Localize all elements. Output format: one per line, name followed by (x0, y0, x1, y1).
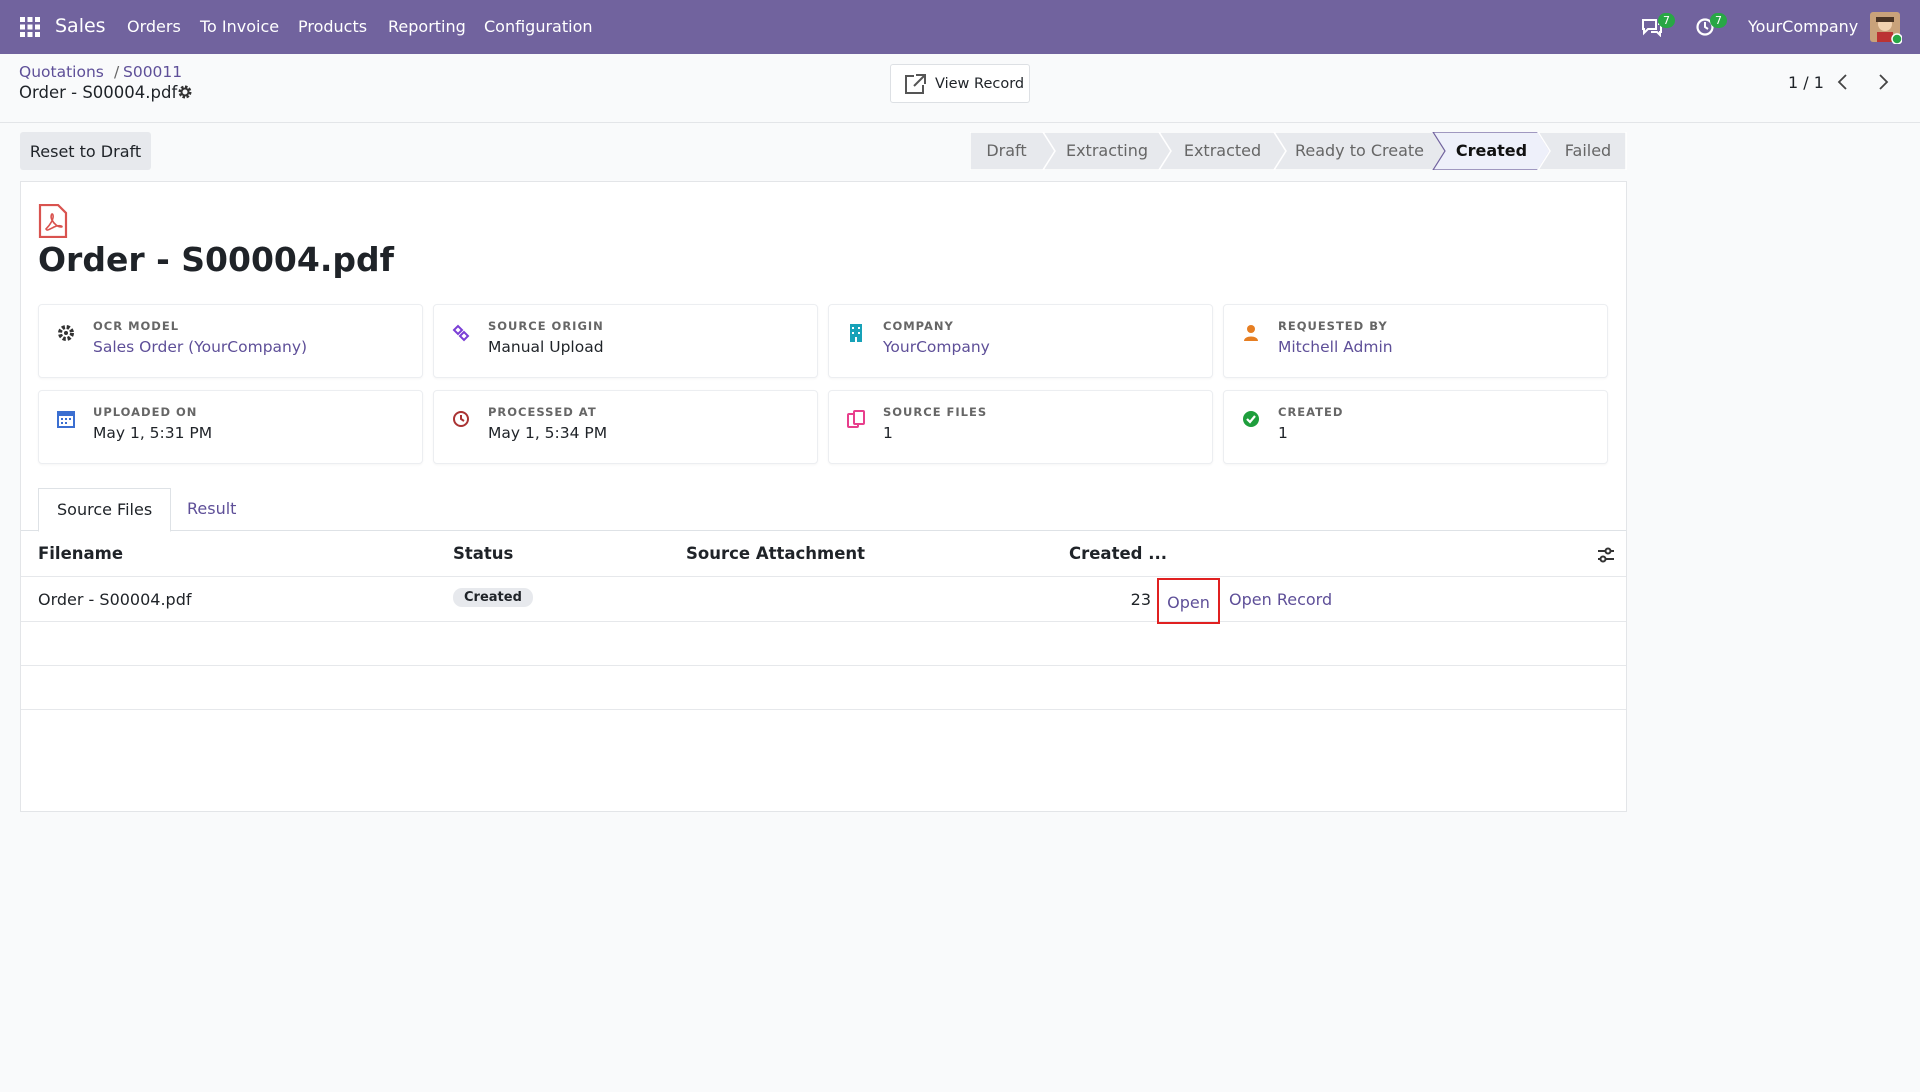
status-stage[interactable] (1042, 132, 1172, 170)
info-card: REQUESTED BY Mitchell Admin (1223, 304, 1608, 378)
menu-item[interactable]: Orders (127, 17, 181, 36)
card-value: Manual Upload (488, 338, 604, 356)
card-value[interactable]: Sales Order (YourCompany) (93, 338, 308, 356)
created-cell: 23 (1130, 590, 1151, 609)
card-label: SOURCE ORIGIN (488, 319, 604, 333)
status-stage[interactable] (970, 132, 1056, 170)
menu-item[interactable]: To Invoice (200, 17, 280, 36)
open-record-button[interactable]: Open Record (1229, 590, 1333, 609)
card-icon (57, 411, 75, 428)
menu-item[interactable]: Products (298, 17, 368, 36)
form-sheet: Order - S00004.pdf OCR MODEL Sales Order … (20, 181, 1627, 812)
card-icon (847, 410, 865, 428)
breadcrumb-current: Order - S00004.pdf (19, 83, 178, 102)
menu-item[interactable]: Configuration (484, 17, 593, 36)
breadcrumb-item[interactable]: Quotations (19, 63, 104, 81)
card-value: May 1, 5:34 PM (488, 424, 608, 442)
app-name[interactable]: Sales (55, 15, 106, 37)
card-label: REQUESTED BY (1278, 319, 1388, 333)
status-label: Extracted (1184, 141, 1261, 160)
status-label: Created (1456, 141, 1527, 160)
card-icon (453, 411, 469, 427)
card-icon (1244, 325, 1258, 341)
card-label: OCR MODEL (93, 319, 180, 333)
pager-arrows[interactable] (1836, 72, 1896, 92)
info-card: SOURCE ORIGIN Manual Upload (433, 304, 818, 378)
navbar: Sales 7 7 YourCompany Orders To Invoice Pr… (0, 0, 1920, 54)
pdf-icon (38, 204, 68, 238)
card-icon (850, 324, 862, 342)
card-label: COMPANY (883, 319, 954, 333)
card-value[interactable]: Mitchell Admin (1278, 338, 1393, 356)
menu-item[interactable]: Reporting (388, 17, 466, 36)
row-line (21, 621, 1626, 622)
status-stage[interactable] (1537, 132, 1627, 170)
card-value: 1 (1278, 424, 1288, 442)
external-link-icon (905, 73, 926, 94)
card-label: UPLOADED ON (93, 405, 198, 419)
info-card: COMPANY YourCompany (828, 304, 1213, 378)
column-header[interactable]: Filename (38, 544, 124, 563)
row-line (21, 709, 1626, 710)
card-value[interactable]: YourCompany (883, 338, 990, 356)
status-bar: Draft Extracting Extracted Ready to Create C… (970, 132, 1627, 170)
status-stage[interactable] (1158, 132, 1287, 170)
apps-icon[interactable] (20, 17, 40, 37)
card-value: May 1, 5:31 PM (93, 424, 213, 442)
card-label: PROCESSED AT (488, 405, 597, 419)
card-icon (1243, 411, 1259, 427)
reset-button[interactable]: Reset to Draft (20, 132, 151, 170)
activities-icon[interactable] (1695, 17, 1715, 37)
card-label: CREATED (1278, 405, 1344, 419)
breadcrumb-separator: / (114, 63, 120, 81)
info-card: OCR MODEL Sales Order (YourCompany) (38, 304, 423, 378)
divider (0, 122, 1920, 123)
status-label: Failed (1565, 141, 1611, 160)
activities-badge: 7 (1710, 13, 1727, 28)
card-icon (452, 324, 470, 342)
messages-badge: 7 (1658, 13, 1675, 28)
card-value: 1 (883, 424, 893, 442)
column-header[interactable]: Created ... (1069, 544, 1168, 563)
status-label: Ready to Create (1295, 141, 1424, 160)
info-card: CREATED 1 (1223, 390, 1608, 464)
status-label: Draft (986, 141, 1026, 160)
tab[interactable]: Source Files (38, 488, 172, 532)
info-card: SOURCE FILES 1 (828, 390, 1213, 464)
company-switch[interactable]: YourCompany (1748, 17, 1859, 36)
row-line (21, 665, 1626, 666)
status-stage[interactable] (1432, 132, 1551, 170)
optional-columns-toggle[interactable] (1597, 546, 1615, 564)
breadcrumb-item[interactable]: S00011 (123, 63, 183, 81)
column-header[interactable]: Source Attachment (686, 544, 866, 563)
status-label: Extracting (1066, 141, 1148, 160)
card-icon (58, 325, 74, 341)
view-record-label: View Record (935, 75, 1025, 92)
info-card: UPLOADED ON May 1, 5:31 PM (38, 390, 423, 464)
view-record-button[interactable]: View Record (890, 64, 1030, 103)
row-line (21, 576, 1626, 577)
tabs-line (21, 530, 1626, 531)
status-badge: Created (453, 588, 533, 607)
pager: 1 / 1 (1788, 73, 1824, 92)
open-button[interactable]: Open (1157, 578, 1220, 624)
record-title: Order - S00004.pdf (38, 240, 394, 279)
tab[interactable]: Result (187, 499, 237, 518)
avatar[interactable] (1870, 12, 1902, 44)
status-stage[interactable] (1273, 132, 1446, 170)
card-label: SOURCE FILES (883, 405, 988, 419)
info-card: PROCESSED AT May 1, 5:34 PM (433, 390, 818, 464)
column-header[interactable]: Status (453, 544, 514, 563)
settings-gear[interactable] (177, 84, 193, 100)
filename-cell: Order - S00004.pdf (38, 590, 192, 609)
